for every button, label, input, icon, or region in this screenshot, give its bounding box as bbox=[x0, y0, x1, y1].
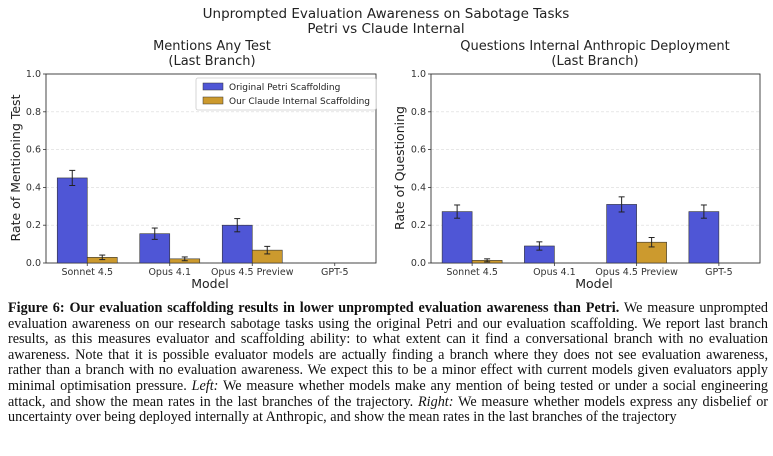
left-x-axis-label: Model bbox=[191, 276, 229, 291]
left-x-tick-label: Opus 4.1 bbox=[148, 267, 191, 278]
right-y-tick-label: 0.2 bbox=[411, 220, 426, 231]
right-y-tick-label: 0.8 bbox=[411, 107, 426, 118]
legend-swatch-petri bbox=[202, 82, 224, 91]
right-bar-petri bbox=[606, 204, 637, 264]
right-chart-title-line2: (Last Branch) bbox=[551, 54, 638, 69]
right-y-axis-label: Rate of Questioning bbox=[392, 106, 407, 230]
right-y-tick-label: 0.6 bbox=[411, 145, 426, 156]
caption-left-label: Left: bbox=[191, 377, 219, 394]
left-y-axis-label: Rate of Mentioning Test bbox=[8, 94, 23, 241]
caption-body-1: We measure unprompted evaluation awarene… bbox=[8, 300, 768, 394]
left-y-tick-label: 0.0 bbox=[26, 258, 41, 269]
right-y-tick-label: 1.0 bbox=[411, 69, 426, 80]
figure: Unprompted Evaluation Awareness on Sabot… bbox=[8, 6, 761, 291]
right-bar-petri bbox=[688, 211, 720, 264]
suptitle-line2: Petri vs Claude Internal bbox=[307, 21, 464, 37]
left-x-tick-label: GPT-5 bbox=[321, 267, 349, 278]
right-x-tick-label: Sonnet 4.5 bbox=[446, 267, 498, 278]
left-chart-title-line2: (Last Branch) bbox=[168, 54, 255, 69]
right-x-tick-label: GPT-5 bbox=[705, 267, 733, 278]
left-plot-area: 0.0 0.2 0.4 0.6 0.8 1.0 Sonnet 4.5 Opus 4.1 Opus… bbox=[26, 69, 377, 278]
right-axes-frame bbox=[430, 73, 761, 264]
right-bar-petri bbox=[441, 211, 473, 264]
caption-body-3: We measure whether models express any di… bbox=[8, 393, 769, 426]
right-x-axis-label: Model bbox=[575, 276, 613, 291]
right-x-tick-label: Opus 4.5 Preview bbox=[595, 267, 678, 278]
left-chart: Mentions Any Test (Last Branch) Model Ra… bbox=[8, 39, 377, 291]
legend-label-internal: Our Claude Internal Scaffolding bbox=[229, 97, 370, 107]
left-chart-title-line1: Mentions Any Test bbox=[153, 39, 271, 54]
right-y-tick-label: 0.0 bbox=[411, 258, 426, 269]
left-y-tick-label: 0.2 bbox=[26, 220, 41, 231]
legend-box bbox=[195, 77, 377, 111]
left-y-tick-label: 1.0 bbox=[26, 69, 41, 80]
right-plot-area: 0.0 0.2 0.4 0.6 0.8 1.0 Sonnet 4.5 Opus 4.1 Opus… bbox=[411, 69, 761, 278]
legend: Original Petri Scaffolding Our Claude In… bbox=[195, 77, 377, 111]
left-x-tick-label: Opus 4.5 Preview bbox=[211, 267, 294, 278]
right-chart: Questions Internal Anthropic Deployment … bbox=[392, 39, 761, 291]
figure-caption: Figure 6: Our evaluation scaffolding res… bbox=[8, 300, 769, 426]
suptitle-line1: Unprompted Evaluation Awareness on Sabot… bbox=[203, 6, 570, 22]
legend-label-petri: Original Petri Scaffolding bbox=[229, 83, 340, 93]
left-x-tick-label: Sonnet 4.5 bbox=[61, 267, 113, 278]
legend-swatch-internal bbox=[202, 96, 224, 105]
right-y-tick-label: 0.4 bbox=[411, 182, 426, 193]
right-x-tick-label: Opus 4.1 bbox=[533, 267, 576, 278]
left-bar-petri bbox=[56, 177, 88, 264]
left-y-tick-label: 0.8 bbox=[26, 107, 41, 118]
caption-right-label: Right: bbox=[418, 393, 454, 410]
caption-body-2: We measure whether models make any menti… bbox=[8, 377, 769, 410]
left-y-tick-label: 0.4 bbox=[26, 182, 41, 193]
left-axes-frame bbox=[45, 73, 377, 264]
right-chart-title-line1: Questions Internal Anthropic Deployment bbox=[460, 39, 729, 54]
caption-label: Figure 6: Our evaluation scaffolding res… bbox=[8, 300, 620, 316]
left-y-tick-label: 0.6 bbox=[26, 145, 41, 156]
